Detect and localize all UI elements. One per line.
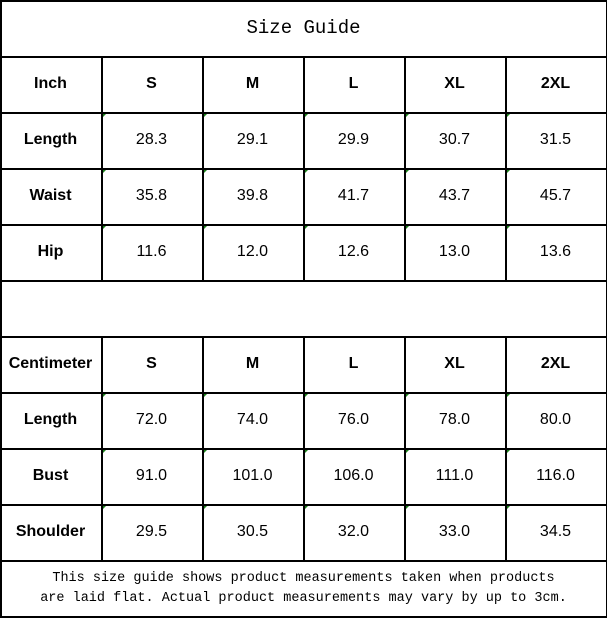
table-cell: 13.0 bbox=[438, 243, 471, 260]
corner-marker bbox=[203, 505, 208, 510]
table-cell: 39.8 bbox=[236, 187, 269, 204]
table-cell: 11.6 bbox=[136, 243, 167, 260]
divider bbox=[605, 0, 607, 618]
table-cell: 31.5 bbox=[539, 131, 572, 148]
table-cell: 29.1 bbox=[236, 131, 269, 148]
divider bbox=[0, 616, 607, 618]
corner-marker bbox=[506, 169, 511, 174]
footnote: This size guide shows product measuremen… bbox=[0, 560, 607, 617]
corner-marker bbox=[102, 225, 107, 230]
corner-marker bbox=[405, 393, 410, 398]
row-label: Shoulder bbox=[15, 523, 86, 540]
table-cell: 35.8 bbox=[135, 187, 168, 204]
corner-marker bbox=[102, 505, 107, 510]
header-cell: 2XL bbox=[540, 355, 571, 372]
table-cell: 74.0 bbox=[236, 411, 269, 428]
table-cell: 32.0 bbox=[337, 523, 370, 540]
divider bbox=[404, 56, 406, 280]
header-cell: XL bbox=[444, 75, 465, 92]
divider bbox=[505, 56, 507, 280]
header-cell: XL bbox=[444, 355, 465, 372]
header-cell: S bbox=[146, 355, 157, 372]
divider bbox=[404, 336, 406, 560]
corner-marker bbox=[203, 449, 208, 454]
row-label: Length bbox=[23, 411, 78, 428]
header-cell: L bbox=[348, 75, 359, 92]
footnote-line: are laid flat. Actual product measuremen… bbox=[40, 590, 567, 606]
corner-marker bbox=[304, 169, 309, 174]
footnote-line: This size guide shows product measuremen… bbox=[52, 570, 555, 586]
table-cell: 30.7 bbox=[438, 131, 471, 148]
row-label: Length bbox=[23, 131, 78, 148]
corner-marker bbox=[405, 225, 410, 230]
divider bbox=[0, 0, 607, 2]
corner-marker bbox=[506, 113, 511, 118]
corner-marker bbox=[304, 393, 309, 398]
header-cell: 2XL bbox=[540, 75, 571, 92]
corner-marker bbox=[405, 113, 410, 118]
table-cell: 43.7 bbox=[438, 187, 471, 204]
table-cell: 30.5 bbox=[236, 523, 269, 540]
corner-marker bbox=[506, 393, 511, 398]
corner-marker bbox=[102, 449, 107, 454]
divider bbox=[0, 0, 2, 618]
table-cell: 111.0 bbox=[435, 467, 474, 484]
table-cell: 101.0 bbox=[232, 467, 273, 484]
corner-marker bbox=[102, 169, 107, 174]
corner-marker bbox=[405, 449, 410, 454]
divider bbox=[202, 56, 204, 280]
corner-marker bbox=[304, 505, 309, 510]
table-cell: 72.0 bbox=[135, 411, 168, 428]
divider bbox=[0, 280, 607, 282]
corner-marker bbox=[405, 169, 410, 174]
header-cell: M bbox=[245, 355, 260, 372]
divider bbox=[303, 56, 305, 280]
table-cell: 13.6 bbox=[539, 243, 572, 260]
table-cell: 116.0 bbox=[536, 467, 575, 484]
corner-marker bbox=[304, 225, 309, 230]
header-cell: Centimeter bbox=[8, 355, 93, 372]
table-cell: 12.6 bbox=[337, 243, 370, 260]
divider bbox=[202, 336, 204, 560]
divider bbox=[303, 336, 305, 560]
table-cell: 34.5 bbox=[539, 523, 572, 540]
corner-marker bbox=[304, 449, 309, 454]
corner-marker bbox=[102, 393, 107, 398]
corner-marker bbox=[102, 113, 107, 118]
table-cell: 29.9 bbox=[337, 131, 370, 148]
page-title: Size Guide bbox=[246, 17, 361, 39]
corner-marker bbox=[506, 225, 511, 230]
table-cell: 28.3 bbox=[135, 131, 168, 148]
corner-marker bbox=[405, 505, 410, 510]
row-label: Waist bbox=[29, 187, 72, 204]
corner-marker bbox=[304, 113, 309, 118]
table-cell: 33.0 bbox=[438, 523, 471, 540]
row-label: Bust bbox=[32, 467, 69, 484]
corner-marker bbox=[506, 505, 511, 510]
table-cell: 29.5 bbox=[135, 523, 168, 540]
table-cell: 78.0 bbox=[438, 411, 471, 428]
header-cell: M bbox=[245, 75, 260, 92]
table-cell: 76.0 bbox=[337, 411, 370, 428]
corner-marker bbox=[203, 113, 208, 118]
table-cell: 12.0 bbox=[236, 243, 269, 260]
divider bbox=[505, 336, 507, 560]
header-cell: S bbox=[146, 75, 157, 92]
table-cell: 80.0 bbox=[539, 411, 572, 428]
header-cell: L bbox=[348, 355, 359, 372]
divider bbox=[101, 336, 103, 560]
row-label: Hip bbox=[37, 243, 64, 260]
table-cell: 91.0 bbox=[135, 467, 168, 484]
table-cell: 41.7 bbox=[337, 187, 370, 204]
table-cell: 45.7 bbox=[539, 187, 572, 204]
divider bbox=[101, 56, 103, 280]
corner-marker bbox=[203, 225, 208, 230]
corner-marker bbox=[203, 393, 208, 398]
corner-marker bbox=[203, 169, 208, 174]
header-cell: Inch bbox=[34, 75, 67, 92]
table-cell: 106.0 bbox=[333, 467, 374, 484]
corner-marker bbox=[506, 449, 511, 454]
divider bbox=[0, 560, 607, 562]
